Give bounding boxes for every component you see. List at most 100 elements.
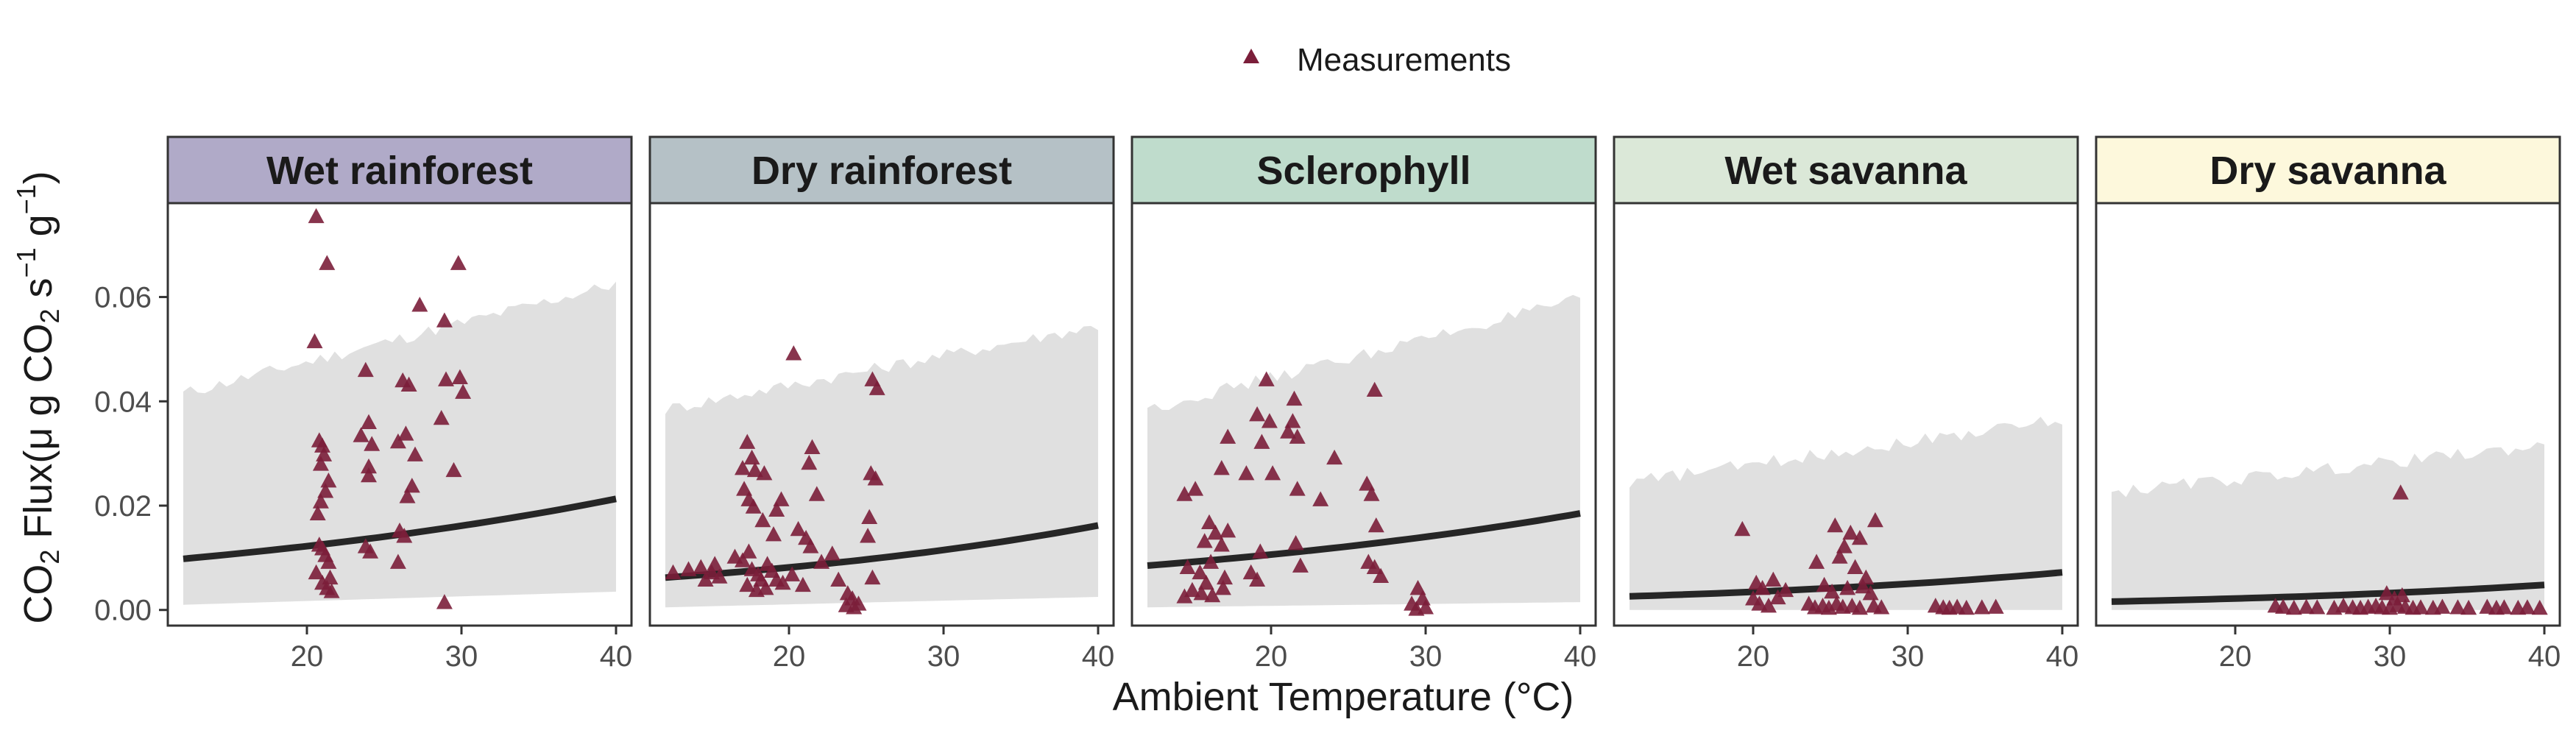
- data-point: [389, 433, 406, 449]
- x-tick-label: 20: [773, 640, 806, 673]
- data-point: [1183, 581, 1200, 598]
- data-point: [693, 559, 710, 574]
- data-point: [1242, 564, 1259, 580]
- facet-strip-dry-rainforest: [648, 135, 1115, 205]
- x-tick-label: 40: [2046, 640, 2079, 673]
- data-point: [1312, 491, 1329, 506]
- data-point: [1284, 413, 1301, 428]
- facet-strip-dry-savanna: [2095, 135, 2561, 205]
- y-tick-label: 0.02: [94, 490, 152, 523]
- data-point: [1249, 571, 1266, 587]
- prediction-ribbon: [1630, 417, 2062, 610]
- data-point: [2531, 599, 2548, 615]
- facet-title: Wet savanna: [1724, 149, 1967, 193]
- data-point: [1855, 578, 1872, 594]
- data-point: [1839, 579, 1856, 595]
- data-point: [1363, 486, 1380, 501]
- data-point: [1176, 486, 1193, 501]
- data-point: [2413, 599, 2429, 615]
- facet-title: Sclerophyll: [1256, 149, 1471, 193]
- data-point: [1734, 520, 1751, 537]
- x-tick-label: 40: [1564, 640, 1597, 673]
- x-tick-label: 30: [1409, 640, 1443, 673]
- data-point: [1187, 481, 1204, 496]
- data-point: [824, 545, 841, 561]
- data-point: [1765, 571, 1782, 587]
- data-point: [735, 552, 751, 567]
- data-point: [1292, 557, 1309, 573]
- data-point: [754, 512, 771, 528]
- data-point: [743, 449, 760, 465]
- data-point: [1958, 599, 1975, 615]
- prediction-ribbon: [2112, 442, 2544, 610]
- data-point: [813, 553, 830, 569]
- data-point: [697, 571, 714, 587]
- data-point: [362, 543, 379, 559]
- facet-strip-wet-rainforest: [166, 135, 633, 205]
- x-tick-label: 30: [927, 640, 960, 673]
- data-point: [1842, 524, 1859, 540]
- data-point: [1217, 569, 1233, 585]
- data-point: [1851, 599, 1868, 615]
- x-tick-label: 40: [600, 640, 633, 673]
- data-point: [1287, 535, 1304, 551]
- data-point: [1409, 579, 1426, 595]
- data-point: [407, 446, 423, 461]
- data-point: [765, 526, 782, 542]
- data-point: [1836, 538, 1853, 553]
- data-point: [1359, 475, 1376, 491]
- data-point: [868, 380, 885, 395]
- y-axis: 0.00 0.02 0.04 0.06: [94, 282, 168, 627]
- data-point: [1366, 381, 1383, 397]
- data-point: [1289, 428, 1306, 444]
- data-point: [436, 312, 453, 328]
- data-point: [1286, 390, 1303, 406]
- data-point: [746, 461, 763, 478]
- data-point: [1249, 406, 1266, 422]
- x-tick-label: 30: [2374, 640, 2407, 673]
- data-point: [364, 436, 381, 451]
- panel-border: [2095, 202, 2561, 627]
- data-point: [2275, 598, 2292, 614]
- data-point: [1213, 537, 1230, 552]
- data-point: [1847, 559, 1864, 574]
- data-point: [1196, 533, 1213, 548]
- panel-border: [648, 202, 1115, 627]
- data-point: [1220, 428, 1236, 444]
- x-tick-label: 20: [291, 640, 324, 673]
- facet-panel: Wet rainforest 20 30 40: [166, 135, 633, 673]
- facet-title: Dry rainforest: [751, 149, 1012, 193]
- legend-label-measurements: Measurements: [1297, 42, 1511, 78]
- y-tick-label: 0.00: [94, 595, 152, 627]
- data-point: [1827, 517, 1844, 533]
- data-point: [2496, 599, 2513, 615]
- x-tick-label: 30: [445, 640, 478, 673]
- data-point: [2460, 599, 2477, 615]
- data-point: [396, 528, 413, 543]
- facet-title: Wet rainforest: [266, 149, 533, 193]
- facet-panel: Dry savanna 20 30 40: [2095, 135, 2561, 673]
- data-point: [804, 439, 821, 454]
- data-point: [397, 425, 414, 441]
- data-point: [2434, 598, 2451, 614]
- data-point: [739, 434, 756, 449]
- facet-panel: Sclerophyll 20 30 40: [1130, 135, 1597, 673]
- data-point: [319, 255, 336, 270]
- data-point: [320, 553, 337, 569]
- data-point: [1326, 449, 1343, 465]
- data-point: [361, 414, 377, 429]
- data-point: [1179, 559, 1196, 574]
- data-point: [808, 486, 825, 501]
- panel-border: [1130, 202, 1597, 627]
- panel-border: [1613, 202, 2079, 627]
- data-point: [736, 481, 753, 496]
- data-point: [1408, 601, 1425, 616]
- data-point: [1193, 585, 1210, 601]
- data-point: [1201, 514, 1217, 530]
- data-point: [1769, 589, 1786, 605]
- facet-panel: Dry rainforest 20 30 40: [648, 135, 1115, 673]
- data-point: [867, 470, 884, 486]
- data-point: [861, 509, 878, 524]
- data-point: [1851, 529, 1868, 545]
